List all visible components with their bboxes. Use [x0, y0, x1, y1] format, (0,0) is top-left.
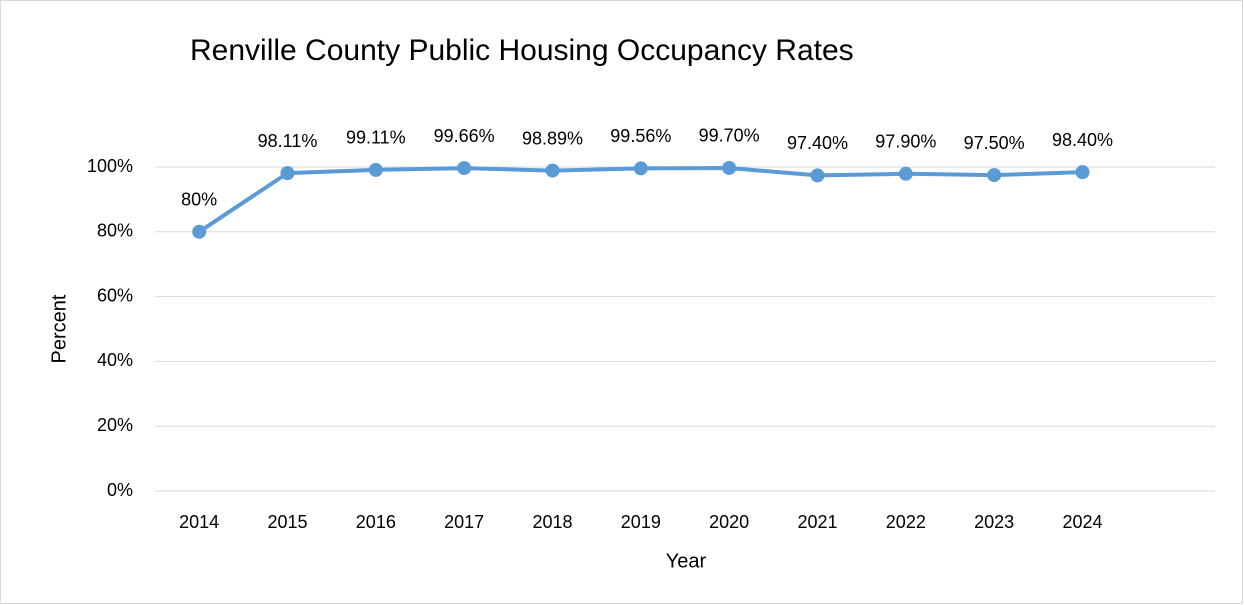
y-tick-label: 100%: [87, 156, 133, 176]
x-axis-title: Year: [666, 550, 707, 572]
chart-title: Renville County Public Housing Occupancy…: [190, 34, 854, 67]
marker: [722, 160, 737, 175]
marker: [545, 163, 560, 178]
marker: [368, 162, 383, 177]
y-tick-label: 20%: [97, 415, 133, 435]
data-label: 97.40%: [787, 133, 848, 153]
marker: [987, 168, 1002, 183]
y-tick-label: 40%: [97, 350, 133, 370]
y-tick-label: 80%: [97, 221, 133, 241]
data-label: 99.56%: [610, 126, 671, 146]
marker: [1075, 165, 1090, 180]
x-tick-label: 2022: [886, 512, 926, 532]
x-tick-label: 2015: [267, 512, 307, 532]
marker: [810, 168, 825, 183]
data-label: 97.50%: [964, 133, 1025, 153]
x-tick-label: 2016: [356, 512, 396, 532]
data-label: 99.70%: [699, 126, 760, 146]
marker: [633, 161, 648, 176]
x-tick-label: 2014: [179, 512, 219, 532]
data-label: 99.11%: [346, 128, 406, 148]
marker: [898, 166, 913, 181]
y-tick-label: 60%: [97, 285, 133, 305]
data-label: 80%: [181, 190, 217, 210]
x-tick-label: 2024: [1062, 512, 1102, 532]
x-tick-label: 2020: [709, 512, 749, 532]
x-tick-label: 2018: [532, 512, 572, 532]
x-tick-label: 2017: [444, 512, 484, 532]
marker: [280, 166, 295, 181]
x-tick-label: 2023: [974, 512, 1014, 532]
data-label: 99.66%: [434, 126, 495, 146]
y-tick-label: 0%: [107, 480, 133, 500]
y-axis-title: Percent: [48, 294, 70, 363]
marker: [192, 224, 207, 239]
x-tick-label: 2021: [797, 512, 837, 532]
marker: [457, 161, 472, 176]
x-tick-label: 2019: [621, 512, 661, 532]
data-label: 98.11%: [258, 131, 318, 151]
data-label: 97.90%: [875, 132, 936, 152]
data-label: 98.40%: [1052, 130, 1113, 150]
data-label: 98.89%: [522, 128, 583, 148]
